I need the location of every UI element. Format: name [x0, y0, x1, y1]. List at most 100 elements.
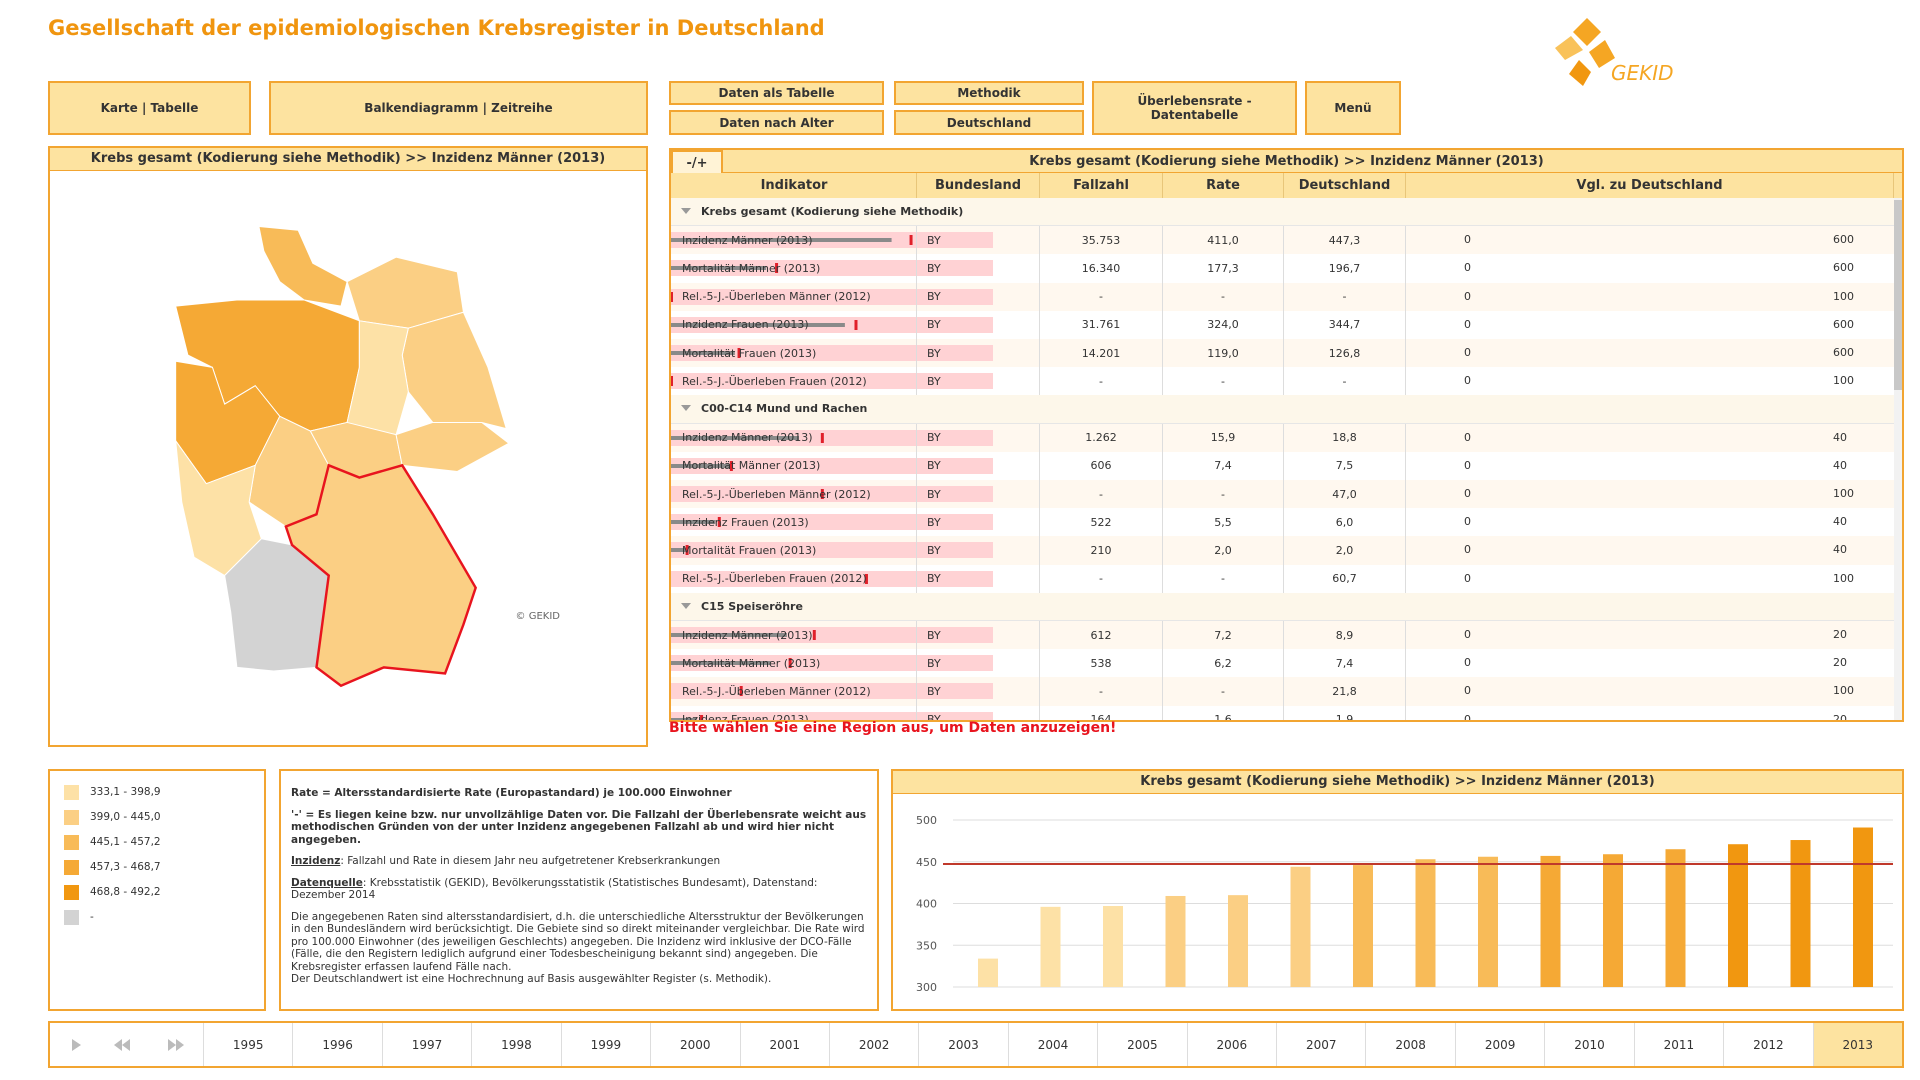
rewind-button[interactable] [114, 1039, 122, 1051]
chart-panel: Krebs gesamt (Kodierung siehe Methodik) … [891, 769, 1904, 1011]
bullet-chart [671, 542, 993, 559]
bar[interactable] [1415, 859, 1436, 987]
year-button[interactable]: 2005 [1097, 1023, 1186, 1066]
page-title: Gesellschaft der epidemiologischen Krebs… [48, 16, 825, 40]
scrollbar[interactable] [1894, 198, 1902, 720]
track-start [671, 291, 673, 302]
year-button[interactable]: 2001 [739, 1023, 829, 1066]
message: Bitte wählen Sie eine Region aus, um Dat… [669, 720, 1117, 736]
nav-button[interactable]: Überlebensrate - Datentabelle [1092, 81, 1297, 135]
table-cell: - [1040, 677, 1163, 706]
rate-bar [671, 717, 697, 720]
group-arrow[interactable] [681, 405, 691, 412]
legend: 333,1 - 398,9 399,0 - 445,0 445,1 - 457,2 4… [48, 769, 266, 1011]
region[interactable] [284, 463, 478, 688]
table-row: Inzidenz Männer (2013) BY 612 7,2 8,9 0 20 [671, 621, 1894, 650]
nav-button[interactable]: Daten als Tabelle [669, 81, 884, 105]
bar-max: 100 [1833, 487, 1854, 500]
year-button[interactable]: 2000 [650, 1023, 739, 1066]
year-button[interactable]: 1998 [471, 1023, 560, 1066]
legend-swatch [64, 785, 79, 800]
nav-button[interactable]: Karte | Tabelle [48, 81, 251, 135]
forward-button[interactable] [168, 1039, 176, 1051]
bar[interactable] [1040, 906, 1061, 987]
table-cell: BY [917, 649, 1040, 678]
map-panel: Krebs gesamt (Kodierung siehe Methodik) … [48, 146, 648, 747]
table-cell: BY [917, 282, 1040, 311]
legend-label: 333,1 - 398,9 [90, 786, 161, 798]
table-cell: BY [917, 254, 1040, 283]
group-arrow[interactable] [681, 602, 691, 609]
year-button[interactable]: 1996 [292, 1023, 381, 1066]
year-button[interactable]: 2008 [1365, 1023, 1454, 1066]
forward-button[interactable] [176, 1039, 184, 1051]
region[interactable] [401, 311, 508, 430]
group-name: Krebs gesamt (Kodierung siehe Methodik) [701, 205, 964, 218]
bullet-chart [671, 683, 993, 700]
bar[interactable] [1103, 906, 1123, 987]
bar-track [671, 542, 993, 559]
region[interactable] [395, 421, 510, 472]
column-header: Fallzahl [1040, 173, 1163, 198]
bar[interactable] [1603, 854, 1623, 987]
year-button[interactable]: 2011 [1633, 1023, 1723, 1066]
nav-button[interactable]: Balkendiagramm | Zeitreihe [269, 81, 648, 135]
year-button[interactable]: 2012 [1723, 1023, 1812, 1066]
table-cell: 7,5 [1284, 451, 1406, 480]
nav-button[interactable]: Daten nach Alter [669, 110, 884, 135]
bar[interactable] [1165, 895, 1186, 987]
group-arrow[interactable] [681, 208, 691, 214]
germany-marker [717, 517, 721, 528]
table-cell: BY [917, 226, 1040, 255]
timeline: 1995 1996 1997 1998 1999 2000 2001 2002 2003 2004… [48, 1021, 1904, 1068]
legend-label: - [90, 911, 94, 923]
year-button[interactable]: 2013 [1812, 1023, 1902, 1066]
region[interactable] [258, 225, 348, 307]
bar[interactable] [1353, 865, 1373, 987]
note-text: Die angegebenen Raten sind altersstandar… [291, 910, 865, 986]
bar[interactable] [1853, 827, 1873, 987]
year-button[interactable]: 1997 [381, 1023, 471, 1066]
bar[interactable] [1478, 856, 1498, 987]
table-row: Mortalität Frauen (2013) BY 210 2,0 2,0 0 40 [671, 536, 1894, 565]
table-header: Indikator Bundesland Fallzahl Rate Deutschla… [671, 173, 1902, 198]
bullet-chart [671, 260, 993, 277]
table-cell: BY [917, 705, 1040, 720]
year-button[interactable]: 2003 [918, 1023, 1007, 1066]
rate-bar [671, 266, 767, 271]
bar-min: 0 [1464, 543, 1471, 557]
year-button[interactable]: 1995 [203, 1023, 292, 1066]
bar-min: 0 [1464, 684, 1471, 698]
bar[interactable] [1665, 849, 1686, 987]
bar-track [671, 260, 993, 277]
bar[interactable] [1228, 895, 1248, 987]
nav-button[interactable]: Deutschland [894, 110, 1084, 135]
table-cell: 18,8 [1284, 423, 1406, 452]
table-cell: 8,9 [1284, 621, 1406, 650]
bar-track [671, 457, 993, 474]
bar[interactable] [1728, 844, 1748, 987]
y-tick-label: 400 [916, 898, 937, 911]
bar-track [671, 345, 993, 361]
germany-marker [820, 489, 824, 499]
bar[interactable] [1540, 855, 1561, 987]
bullet-chart [671, 288, 993, 305]
year-button[interactable]: 2002 [828, 1023, 918, 1066]
bar[interactable] [1290, 866, 1311, 987]
legend-label: 468,8 - 492,2 [90, 886, 161, 898]
year-button[interactable]: 2010 [1544, 1023, 1633, 1066]
year-button[interactable]: 2004 [1007, 1023, 1097, 1066]
year-button[interactable]: 1999 [560, 1023, 650, 1066]
bar-min: 0 [1464, 317, 1471, 331]
table-row: Rel.-5-J.-Überleben Männer (2012) BY - -21,… [671, 677, 1894, 706]
year-button[interactable]: 2009 [1454, 1023, 1544, 1066]
nav-button[interactable]: Methodik [894, 81, 1084, 105]
bar[interactable] [978, 958, 998, 987]
play-button[interactable] [72, 1039, 81, 1051]
year-button[interactable]: 2006 [1186, 1023, 1276, 1066]
bar[interactable] [1790, 840, 1811, 987]
table-cell: - [1284, 282, 1406, 311]
year-button[interactable]: 2007 [1276, 1023, 1365, 1066]
nav-button[interactable]: Menü [1305, 81, 1401, 135]
rewind-button[interactable] [122, 1039, 130, 1051]
